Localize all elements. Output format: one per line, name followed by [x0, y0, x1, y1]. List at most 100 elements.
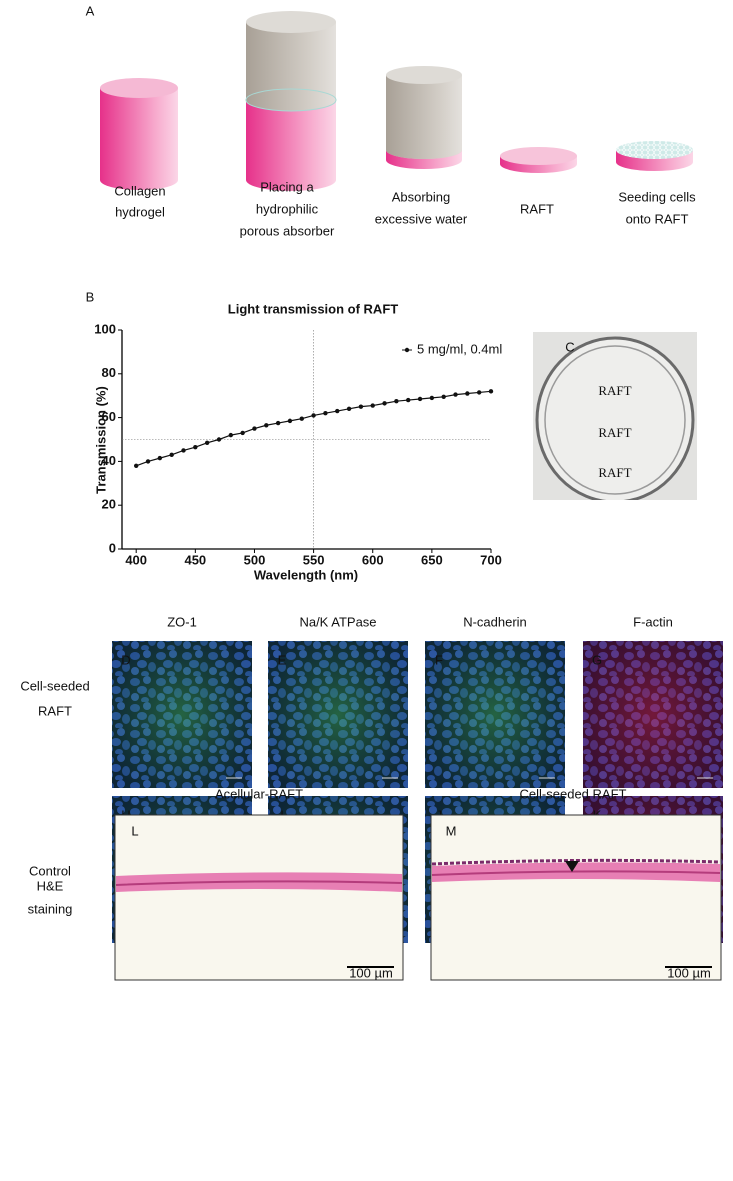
x-tick-label: 600 [362, 552, 384, 567]
panel-label: F [435, 652, 443, 667]
data-point [181, 448, 186, 453]
y-axis-title: Transmission (%) [93, 386, 108, 494]
data-point [216, 437, 222, 442]
dish-text: RAFT [598, 383, 631, 398]
cylinder-body [386, 75, 462, 159]
dish [535, 336, 695, 500]
data-point [193, 444, 198, 450]
step-caption: excessive water [375, 211, 468, 226]
data-point [476, 390, 482, 395]
cylinder-top [100, 78, 178, 98]
x-tick-label: 550 [303, 552, 325, 567]
data-point [323, 411, 328, 416]
column-title: ZO-1 [167, 614, 197, 629]
data-point [406, 397, 411, 403]
cylinder-top [246, 11, 336, 33]
data-point [299, 416, 304, 421]
cell-layer [616, 141, 693, 159]
x-axis-title: Wavelength (nm) [254, 567, 358, 582]
data-point [441, 394, 446, 399]
step-caption: hydrogel [115, 204, 165, 219]
step-caption: Absorbing [392, 189, 451, 204]
cell-layer [431, 858, 721, 866]
y-tick-label: 60 [102, 409, 116, 424]
column-title: Cell-seeded RAFT [520, 786, 627, 801]
scale-bar-label: 100 µm [667, 965, 711, 980]
legend-label: 5 mg/ml, 0.4ml [417, 341, 502, 356]
step-caption: hydrophilic [256, 201, 319, 216]
column-title: N-cadherin [463, 614, 527, 629]
row-label: Cell-seeded [20, 678, 89, 693]
data-point [370, 403, 375, 408]
column-title: F-actin [633, 614, 673, 629]
x-tick-label: 500 [244, 552, 266, 567]
panel-label: G [592, 652, 602, 667]
step-caption: RAFT [520, 201, 554, 216]
y-tick-label: 20 [102, 497, 116, 512]
data-point [133, 463, 139, 468]
x-tick-label: 700 [480, 552, 502, 567]
interface [245, 88, 337, 112]
panel-label: C [565, 339, 574, 354]
dish-text: RAFT [598, 425, 631, 440]
cylinder-top [500, 147, 577, 165]
y-tick-label: 100 [94, 321, 116, 336]
tissue-edge [115, 880, 403, 886]
cylinder-body [100, 88, 178, 190]
y-tick-label: 40 [102, 453, 116, 468]
x-tick-label: 400 [125, 552, 147, 567]
data-point [453, 392, 458, 397]
panel-label: B [86, 289, 95, 304]
data-point [394, 398, 399, 404]
data-point [169, 452, 174, 458]
data-point [252, 426, 257, 431]
data-point [157, 455, 163, 461]
step-caption: porous absorber [240, 223, 335, 238]
cylinder-body [246, 100, 336, 191]
panel-label: D [121, 652, 130, 667]
row-label: RAFT [38, 703, 72, 718]
stain-overlay [112, 641, 252, 788]
panel-label: M [446, 823, 457, 838]
y-tick-label: 0 [109, 540, 116, 555]
data-point [429, 395, 435, 401]
data-point [240, 430, 245, 436]
data-point [465, 391, 470, 396]
arrowhead [565, 861, 579, 872]
dish-inner [544, 345, 686, 495]
step-caption: Placing a [260, 179, 314, 194]
step-caption: onto RAFT [626, 211, 689, 226]
x-tick-label: 450 [184, 552, 206, 567]
dish-text: RAFT [598, 465, 631, 480]
panel-label: A [86, 3, 95, 18]
step-caption: Collagen [114, 183, 165, 198]
y-tick-label: 80 [102, 365, 116, 380]
data-point [311, 413, 316, 418]
cylinder-top [386, 66, 462, 84]
panel-label: L [131, 823, 138, 838]
data-point [145, 459, 151, 464]
row-label: H&E [37, 878, 64, 893]
data-point [228, 432, 234, 438]
micrograph [430, 814, 722, 981]
panel-label: E [278, 652, 287, 667]
data-point [275, 420, 281, 426]
stain-overlay [425, 641, 565, 788]
row-label: Control [29, 863, 71, 878]
data-point [346, 406, 352, 412]
data-point [204, 440, 210, 445]
data-point [358, 404, 364, 409]
column-title: Na/K ATPase [299, 614, 376, 629]
data-point [264, 423, 269, 428]
tissue-edge [431, 870, 721, 876]
legend-marker [404, 347, 410, 353]
scale-bar-label: 100 µm [349, 965, 393, 980]
chart-title: Light transmission of RAFT [228, 301, 399, 316]
step-caption: Seeding cells [618, 189, 696, 204]
row-label: staining [28, 901, 73, 916]
x-tick-label: 650 [421, 552, 443, 567]
cylinder-body [246, 22, 336, 111]
stain-overlay [583, 641, 723, 788]
stain-overlay [268, 641, 408, 788]
micrograph [114, 814, 404, 981]
